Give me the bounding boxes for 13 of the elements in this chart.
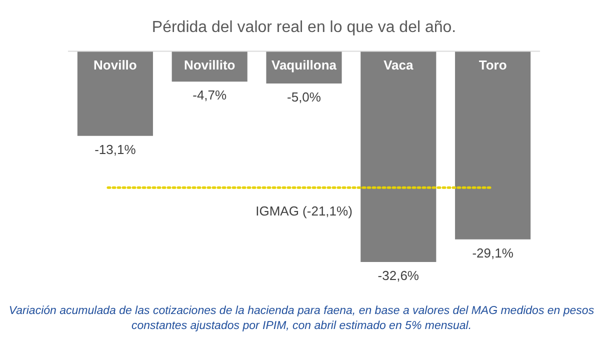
x-tick-label: Novillito	[184, 57, 236, 72]
x-tick-label: Vaca	[384, 57, 414, 72]
x-tick-label: Novillo	[94, 57, 137, 72]
data-label: -29,1%	[472, 245, 514, 260]
data-label: -5,0%	[287, 90, 322, 105]
text: Variación acumulada de las cotizaciones de la hacienda para faena, en base a valores del MAG medidos en pesos constantes ajustados por IPIM, con abril estimado en 5% mensual.	[8, 304, 595, 334]
data-label: -4,7%	[192, 88, 228, 103]
ref-line-label: IGMAG (-21,1%)	[256, 204, 352, 219]
data-label: -13,1%	[94, 142, 136, 157]
x-tick-label: Vaquillona	[271, 57, 338, 72]
x-tick-label: Toro	[478, 57, 507, 72]
chart-title: Pérdida del valor real en lo que va del año.	[152, 19, 456, 36]
data-label: -32,6%	[378, 268, 420, 284]
